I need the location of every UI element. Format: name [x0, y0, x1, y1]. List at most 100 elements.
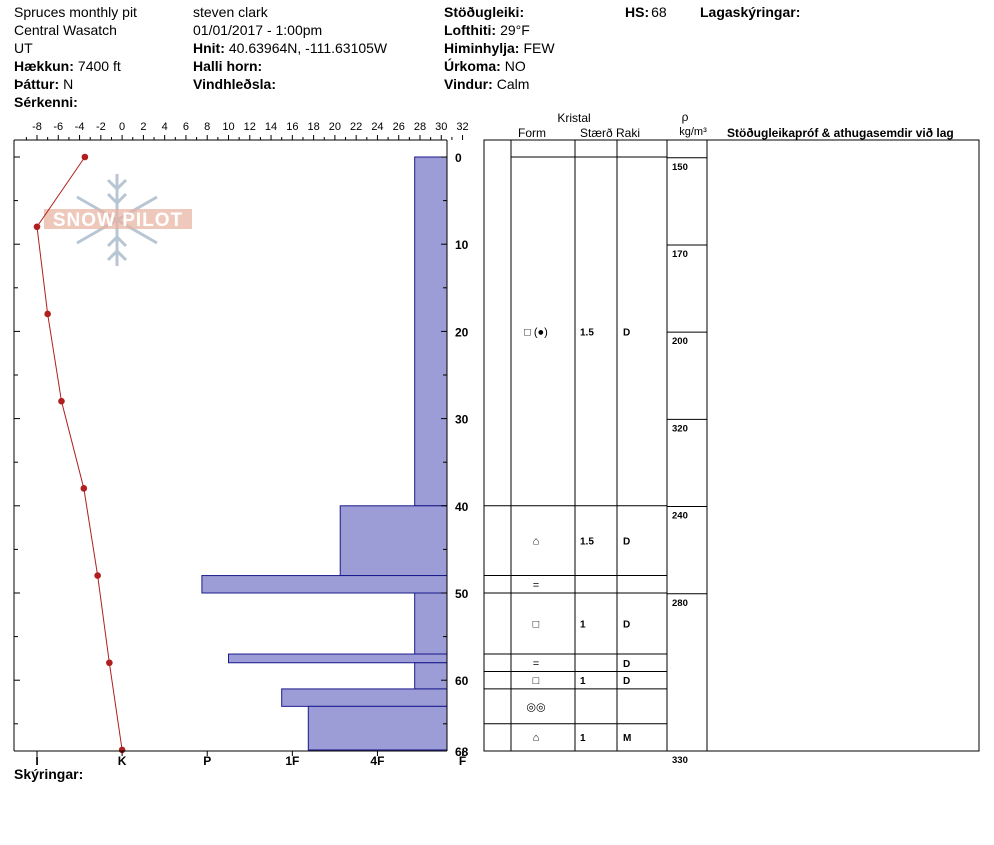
temperature-point [118, 746, 126, 754]
footer-notes-label: Skýringar: [14, 766, 83, 782]
temperature-tick-label: 4 [162, 121, 168, 133]
depth-tick-label: 50 [455, 587, 469, 601]
hardness-bars [201, 156, 448, 751]
temperature-tick-label: -4 [75, 121, 85, 133]
density-value: 240 [672, 511, 688, 522]
hardness-bar [201, 575, 448, 594]
hardness-bar [228, 653, 448, 664]
datetime: 01/01/2017 - 1:00pm [193, 22, 322, 38]
crystal-header: Kristal [557, 111, 590, 125]
temperature-tick-label: 6 [183, 121, 189, 133]
temperature-line [36, 156, 123, 751]
layer-moisture: M [623, 733, 631, 744]
hardness-axis: I K P 1F 4F F [35, 751, 466, 768]
moisture-header: Raki [616, 126, 640, 140]
wind-loading-label: Vindhleðsla: [193, 76, 276, 92]
density-unit-header: kg/m³ [679, 126, 707, 138]
temperature-tick-label: 8 [204, 121, 210, 133]
temperature-tick-label: -8 [32, 121, 42, 133]
depth-tick-label: 60 [455, 674, 469, 688]
density-value: 330 [672, 755, 688, 766]
temperature-tick-label: -6 [53, 121, 63, 133]
layer-form: □ [533, 619, 540, 631]
layer-size: 1 [580, 733, 586, 744]
temperature-hardness-plot: -8 -6 -4 -2 0 2 4 6 8 10 12 14 16 18 20 22 24 26 28 30 32 01… [13, 121, 469, 768]
rho-header: ρ [682, 110, 689, 124]
layer-form: = [533, 658, 539, 670]
air-temp-line: Lofthiti: 29°F [444, 22, 530, 38]
elevation-line: Hækkun: 7400 ft [14, 58, 121, 74]
temperature-tick-label: 0 [119, 121, 125, 133]
density-value: 320 [672, 423, 688, 434]
temperature-point [80, 485, 88, 492]
temperature-point [33, 223, 41, 231]
hardness-bar [339, 505, 448, 577]
temperature-axis: -8 -6 -4 -2 0 2 4 6 8 10 12 14 16 18 20 22 24 26 28 30 32 [25, 121, 469, 140]
hardness-bar [307, 705, 448, 751]
hardness-tick-label: I [35, 754, 38, 768]
header-left: Spruces monthly pit Central Wasatch UT H… [14, 4, 137, 110]
hs-line: HS: 68 [625, 4, 667, 20]
table-frame [483, 139, 980, 752]
temperature-tick-label: 32 [456, 121, 468, 133]
logo-banner [44, 209, 192, 229]
hardness-tick-label: F [459, 754, 466, 768]
depth-end-label: 68 [455, 745, 469, 759]
pit-state: UT [14, 40, 33, 56]
temperature-tick-label: -2 [96, 121, 106, 133]
precip-line: Úrkoma: NO [444, 57, 526, 74]
stability-label: Stöðugleiki: [444, 4, 524, 20]
temperature-tick-label: 10 [222, 121, 234, 133]
layer-table: Kristal Form Stærð Raki ρ kg/m³ Stöðugle… [483, 110, 980, 766]
hardness-tick-label: 1F [285, 754, 299, 768]
temperature-point [106, 659, 113, 667]
sky-line: Himinhylja: FEW [444, 40, 555, 56]
density-value: 280 [672, 598, 688, 609]
layer-form: □ (●) [524, 326, 548, 338]
hardness-tick-label: K [118, 754, 127, 768]
hardness-bar [281, 688, 448, 707]
temperature-tick-label: 20 [329, 121, 341, 133]
layer-form: ⌂ [533, 536, 540, 548]
form-header: Form [518, 126, 546, 140]
depth-tick-label: 40 [455, 500, 469, 514]
density-value: 150 [672, 162, 688, 173]
density-rows: 150 170 200 320 240 280 330 [667, 157, 707, 766]
header-right: Stöðugleiki: Lofthiti: 29°F Himinhylja: FE… [444, 4, 800, 92]
layer-moisture: D [623, 620, 630, 631]
temperature-tick-label: 2 [140, 121, 146, 133]
layer-size: 1.5 [580, 327, 594, 338]
hardness-bar [414, 662, 448, 690]
depth-tick-label: 30 [455, 413, 469, 427]
depth-tick-label: 20 [455, 325, 469, 339]
hardness-tick-label: P [203, 754, 211, 768]
temperature-point [81, 153, 89, 161]
slope-label: Halli horn: [193, 58, 262, 74]
temperature-tick-label: 24 [371, 121, 383, 133]
header-middle: steven clark 01/01/2017 - 1:00pm Hnit: 40… [193, 4, 388, 92]
aspect-line: Þáttur: N [14, 76, 73, 92]
temperature-tick-label: 22 [350, 121, 362, 133]
tests-header: Stöðugleikapróf & athugasemdir við lag [727, 126, 954, 140]
layer-notes-label: Lagaskýringar: [700, 4, 800, 20]
coords-line: Hnit: 40.63964N, -111.63105W [193, 40, 388, 56]
layer-moisture: D [623, 537, 630, 548]
density-value: 200 [672, 336, 688, 347]
layer-form: ◎◎ [526, 701, 545, 713]
layer-size: 1 [580, 676, 586, 687]
temperature-point [44, 310, 51, 318]
snow-pilot-logo: SNOW PILOT [44, 174, 192, 266]
depth-tick-label: 0 [455, 151, 462, 165]
temperature-tick-label: 14 [265, 121, 277, 133]
temperature-tick-label: 26 [393, 121, 405, 133]
size-header: Stærð [580, 126, 613, 140]
hardness-bar [414, 592, 448, 655]
logo-text: SNOW PILOT [53, 210, 183, 231]
pit-name: Spruces monthly pit [14, 4, 137, 20]
features-label: Sérkenni: [14, 94, 78, 110]
pit-range: Central Wasatch [14, 22, 117, 38]
temperature-tick-label: 28 [414, 121, 426, 133]
layer-moisture: D [623, 327, 630, 338]
temperature-point [94, 572, 101, 579]
